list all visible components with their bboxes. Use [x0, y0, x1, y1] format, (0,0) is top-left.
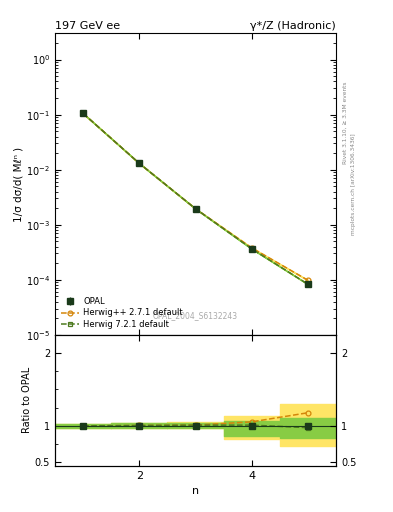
Herwig 7.2.1 default [193, 206, 198, 212]
Herwig++ 2.7.1 default [306, 277, 310, 283]
Herwig 7.2.1 default [306, 281, 310, 287]
Text: Rivet 3.1.10, ≥ 3.3M events: Rivet 3.1.10, ≥ 3.3M events [343, 81, 348, 164]
Herwig++ 2.7.1 default [137, 160, 142, 166]
Herwig 7.2.1 default [81, 111, 86, 117]
Line: Herwig++ 2.7.1 default: Herwig++ 2.7.1 default [81, 111, 310, 283]
Text: 197 GeV ee: 197 GeV ee [55, 21, 120, 31]
Herwig 7.2.1 default [250, 246, 254, 252]
Legend: OPAL, Herwig++ 2.7.1 default, Herwig 7.2.1 default: OPAL, Herwig++ 2.7.1 default, Herwig 7.2… [59, 295, 185, 331]
Text: mcplots.cern.ch [arXiv:1306.3436]: mcplots.cern.ch [arXiv:1306.3436] [351, 134, 356, 235]
Line: Herwig 7.2.1 default: Herwig 7.2.1 default [81, 111, 310, 287]
Text: OPAL_2004_S6132243: OPAL_2004_S6132243 [153, 311, 238, 319]
Herwig 7.2.1 default [137, 160, 142, 166]
Y-axis label: 1/σ dσ/d( Mℓⁿ ): 1/σ dσ/d( Mℓⁿ ) [13, 146, 23, 222]
Herwig++ 2.7.1 default [193, 206, 198, 212]
Herwig++ 2.7.1 default [250, 245, 254, 251]
X-axis label: n: n [192, 486, 199, 496]
Herwig++ 2.7.1 default [81, 111, 86, 117]
Text: γ*/Z (Hadronic): γ*/Z (Hadronic) [250, 21, 336, 31]
Y-axis label: Ratio to OPAL: Ratio to OPAL [22, 367, 32, 434]
